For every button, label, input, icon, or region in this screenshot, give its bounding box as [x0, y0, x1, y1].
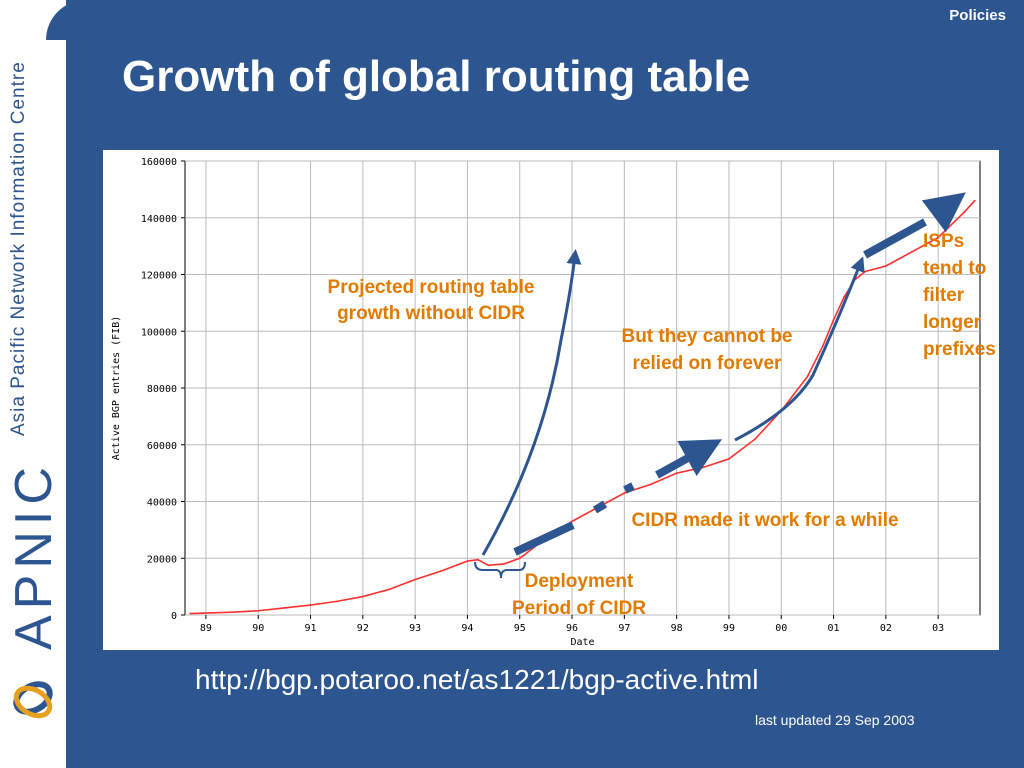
annotation-label: CIDR made it work for a while [631, 510, 898, 531]
data-point [283, 607, 286, 609]
data-point [675, 472, 678, 475]
deployment-brace [474, 561, 526, 579]
cidr-dash-3 [623, 482, 635, 494]
y-tick-label: 0 [171, 611, 177, 622]
brand-wordmark: APNIC [5, 461, 63, 650]
page-title: Growth of global routing table [122, 52, 751, 101]
data-point [832, 319, 835, 321]
x-axis-label: Date [570, 637, 594, 648]
y-tick-label: 80000 [147, 384, 177, 395]
series-line [190, 200, 976, 615]
data-point [361, 595, 364, 598]
annotation-line: ISPs [923, 231, 964, 252]
annotation-label: But they cannot be relied on forever [621, 326, 792, 374]
data-point [843, 296, 845, 299]
x-tick-label: 92 [357, 623, 369, 634]
data-point [754, 438, 756, 440]
data-point [476, 558, 479, 561]
x-tick-label: 02 [880, 623, 892, 634]
chart-axes: 0 20000 40000 60000 80000 100000 120000 140000 1… [111, 157, 944, 648]
annotation-line: Projected routing table [328, 277, 535, 298]
y-tick-label: 160000 [141, 157, 177, 168]
last-updated: last updated 29 Sep 2003 [755, 712, 915, 728]
routing-table-chart: 0 20000 40000 60000 80000 100000 120000 140000 1… [111, 157, 996, 648]
source-link[interactable]: http://bgp.potaroo.net/as1221/bgp-active… [195, 664, 759, 695]
forever-arrow [734, 256, 865, 442]
filter-dash-1 [863, 218, 927, 259]
data-point [822, 344, 824, 347]
data-point [466, 560, 469, 562]
data-point [649, 483, 652, 486]
x-tick-label: 00 [775, 623, 787, 634]
cidr-dash-1 [513, 521, 575, 556]
annotation-line: Deployment [525, 571, 634, 592]
y-tick-label: 40000 [147, 498, 177, 509]
y-tick-label: 120000 [141, 271, 177, 282]
x-tick-label: 94 [461, 623, 473, 634]
y-tick-label: 60000 [147, 441, 177, 452]
annotation-label: Projected routing table growth without CI… [328, 277, 535, 324]
annotation-line: prefixes [923, 339, 996, 360]
data-point [701, 466, 704, 469]
x-tick-label: 96 [566, 623, 578, 634]
data-point [911, 250, 913, 253]
section-label: Policies [949, 7, 1006, 24]
x-tick-label: 03 [932, 623, 944, 634]
x-tick-label: 01 [828, 623, 840, 634]
x-tick-label: 90 [252, 623, 264, 634]
data-point [518, 557, 521, 560]
annotation-line: Period of CIDR [512, 598, 646, 619]
data-point [309, 604, 312, 606]
annotation-line: longer [923, 312, 982, 333]
chart-overlay: Projected routing table growth without CI… [328, 192, 996, 619]
apnic-logo-icon [13, 681, 53, 719]
x-tick-label: 91 [305, 623, 317, 634]
filter-arrow [921, 192, 966, 233]
data-point [728, 458, 730, 460]
y-tick-label: 100000 [141, 327, 177, 338]
annotation-line: relied on forever [633, 353, 782, 374]
y-axis-label: Active BGP entries (FIB) [111, 316, 122, 461]
annotation-line: growth without CIDR [337, 303, 525, 324]
data-point [806, 375, 809, 378]
data-point [623, 492, 626, 494]
data-point [937, 236, 940, 239]
chart-panel: 0 20000 40000 60000 80000 100000 120000 140000 1… [103, 150, 999, 650]
x-tick-label: 93 [409, 623, 421, 634]
y-tick-label: 140000 [141, 214, 177, 225]
org-name: Asia Pacific Network Information Centre [8, 61, 29, 436]
data-point [388, 588, 390, 591]
data-point [487, 564, 490, 567]
data-point [884, 265, 887, 267]
data-point [335, 600, 338, 603]
data-point [257, 609, 260, 612]
annotation-label: Deployment Period of CIDR [512, 571, 646, 619]
data-point [414, 578, 417, 581]
annotation-line: But they cannot be [621, 326, 792, 347]
x-tick-label: 97 [618, 623, 630, 634]
cidr-dash-2 [592, 500, 608, 514]
cidr-arrow [655, 439, 723, 479]
y-tick-label: 20000 [147, 554, 177, 565]
annotation-line: filter [923, 285, 965, 306]
annotation-label: ISPs tend to filter longer prefixes [923, 231, 996, 360]
annotation-line: tend to [923, 258, 986, 279]
data-point [571, 520, 573, 523]
brand-panel [0, 466, 66, 768]
x-tick-label: 89 [200, 623, 212, 634]
projected-growth-arrow [481, 249, 582, 556]
x-tick-label: 99 [723, 623, 735, 634]
data-point [440, 570, 443, 572]
data-point [503, 563, 505, 565]
data-point [973, 199, 976, 202]
data-point [963, 211, 966, 213]
data-point [864, 270, 866, 273]
data-point [189, 612, 192, 615]
chart-grid [184, 160, 981, 616]
x-tick-label: 95 [514, 623, 526, 634]
data-point [231, 611, 233, 614]
annotation-line: CIDR made it work for a while [631, 510, 898, 531]
x-tick-label: 98 [671, 623, 683, 634]
